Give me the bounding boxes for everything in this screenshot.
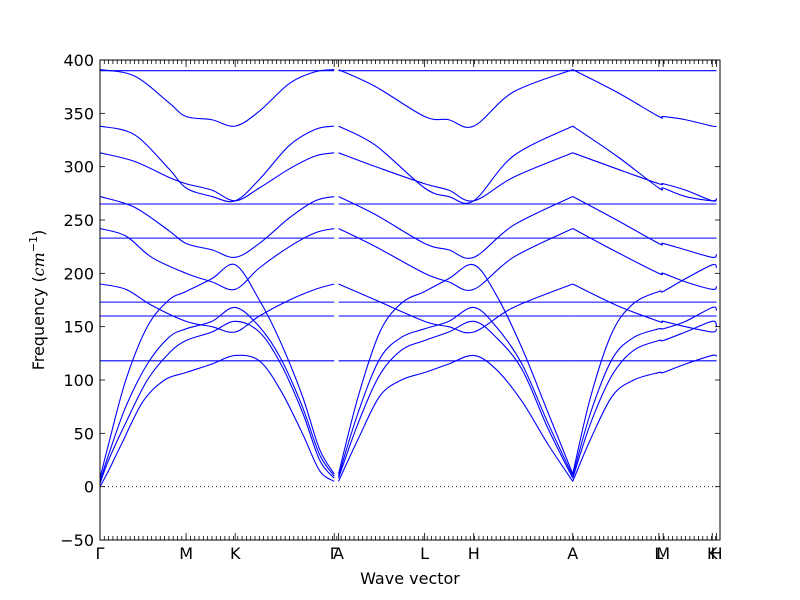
x-tick-label-4: A (333, 544, 344, 563)
y-tick-label-2: 50 (74, 424, 94, 443)
x-tick-label-5: L (420, 544, 429, 563)
x-tick-label-2: K (230, 544, 241, 563)
band-line-38 (572, 196, 718, 258)
y-tick-label-4: 150 (63, 318, 94, 337)
x-tick-label-10: K (707, 544, 718, 563)
y-tick-label-7: 300 (63, 158, 94, 177)
x-tick-label-3: Γ (330, 544, 339, 563)
band-line-25 (338, 69, 573, 128)
x-tick-label-7: A (567, 544, 578, 563)
series-layer (100, 69, 718, 487)
x-tick-label-11: H (711, 544, 723, 563)
y-tick-label-5: 200 (63, 264, 94, 283)
band-line-33 (572, 320, 718, 479)
band-line-8 (100, 125, 335, 203)
y-axis-label-exponent: −1 (27, 236, 40, 252)
band-line-23 (338, 152, 573, 202)
y-tick-label-9: 400 (63, 51, 94, 70)
y-tick-label-8: 350 (63, 104, 94, 123)
x-tick-label-6: H (468, 544, 480, 563)
x-tick-label-8: L (654, 544, 663, 563)
band-line-36 (572, 283, 718, 333)
band-line-40 (572, 125, 717, 202)
x-tick-label-1: M (179, 544, 193, 563)
y-tick-label-3: 100 (63, 371, 94, 390)
band-line-17 (338, 320, 574, 479)
y-tick-label-0: −50 (60, 531, 94, 550)
band-line-9 (100, 69, 335, 127)
band-line-2 (100, 306, 335, 482)
band-line-0 (100, 354, 335, 487)
x-tick-label-0: Γ (96, 544, 105, 563)
plot-frame (99, 59, 721, 541)
band-line-3 (100, 263, 335, 479)
band-line-6 (100, 195, 335, 258)
band-line-35 (572, 263, 718, 474)
x-tick-label-9: M (656, 544, 670, 563)
y-axis-label-text: Frequency ( (29, 276, 48, 370)
y-axis-label: Frequency (cm−1) (27, 230, 48, 371)
y-tick-label-6: 250 (63, 211, 94, 230)
band-line-16 (338, 354, 574, 482)
band-line-21 (338, 228, 573, 291)
y-axis-label-close: ) (29, 230, 48, 236)
band-line-18 (338, 306, 574, 477)
band-line-41 (572, 69, 717, 128)
band-line-20 (338, 283, 573, 334)
band-line-34 (572, 306, 718, 477)
y-tick-label-1: 0 (84, 478, 94, 497)
band-line-7 (100, 152, 335, 202)
band-line-1 (100, 320, 335, 484)
x-axis-label: Wave vector (360, 569, 460, 588)
band-line-19 (337, 263, 574, 475)
band-line-4 (100, 283, 335, 333)
band-line-37 (572, 228, 718, 290)
band-line-22 (338, 196, 573, 259)
y-axis-label-unit: cm (29, 252, 48, 276)
band-line-32 (572, 354, 717, 482)
band-line-24 (338, 125, 573, 204)
